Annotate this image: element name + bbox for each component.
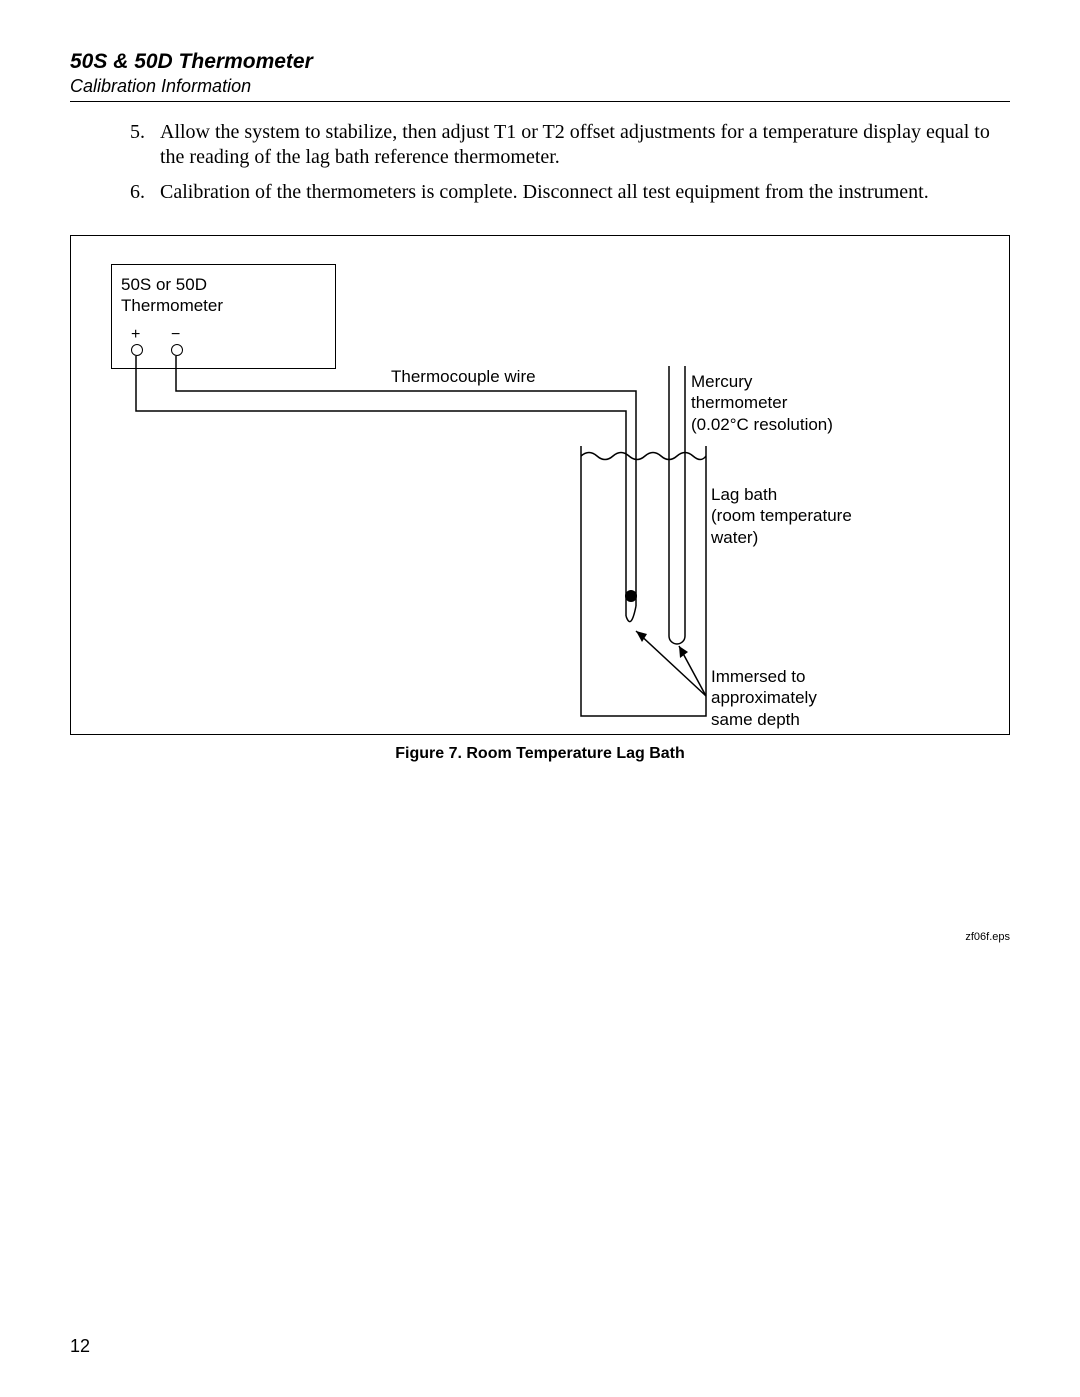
header-rule <box>70 101 1010 102</box>
step-5: 5. Allow the system to stabilize, then a… <box>130 120 1010 170</box>
document-page: 50S & 50D Thermometer Calibration Inform… <box>0 0 1080 1397</box>
step-5-text: Allow the system to stabilize, then adju… <box>160 120 1010 170</box>
figure-caption: Figure 7. Room Temperature Lag Bath <box>70 745 1010 763</box>
step-6-num: 6. <box>130 180 160 205</box>
step-5-num: 5. <box>130 120 160 170</box>
header-title: 50S & 50D Thermometer <box>70 50 1010 74</box>
header-subtitle: Calibration Information <box>70 76 1010 97</box>
page-number: 12 <box>70 1336 90 1357</box>
step-6: 6. Calibration of the thermometers is co… <box>130 180 1010 205</box>
step-6-text: Calibration of the thermometers is compl… <box>160 180 1010 205</box>
figure-frame: 50S or 50D Thermometer + − Thermocouple … <box>70 235 1010 735</box>
eps-filename: zf06f.eps <box>965 931 1010 943</box>
diagram-svg <box>71 236 1011 736</box>
